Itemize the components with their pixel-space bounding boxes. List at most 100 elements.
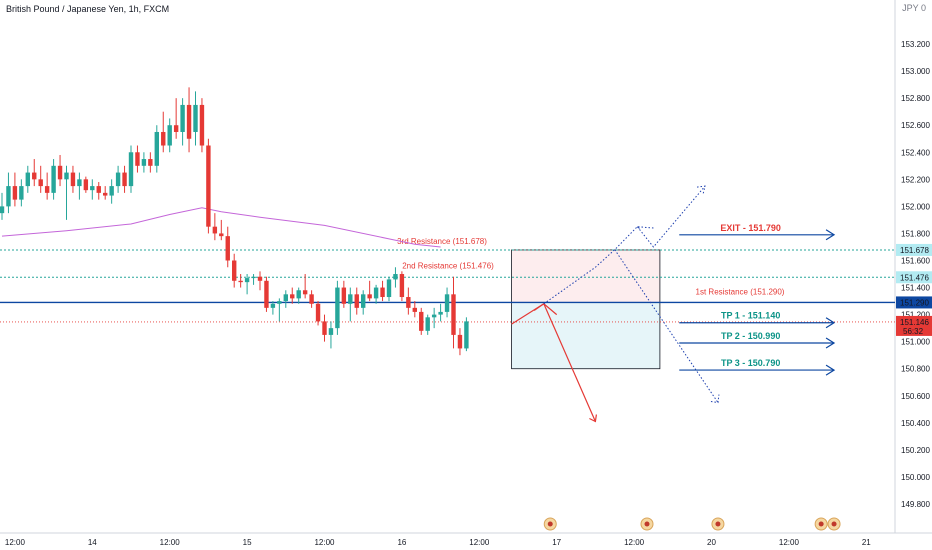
candle-body — [393, 274, 398, 280]
forecast-solid-down-arrowhead — [589, 414, 597, 423]
badge-resistance-3: 151.678 — [900, 246, 929, 255]
candle-body — [367, 294, 372, 299]
forecast-dotted-up-2 — [636, 185, 706, 248]
y-tick-label: 152.600 — [901, 121, 930, 130]
y-tick-label: 151.800 — [901, 229, 930, 238]
y-tick-label: 151.200 — [901, 311, 930, 320]
currency-label: JPY 0 — [902, 3, 926, 13]
candle-body — [206, 145, 211, 227]
candle-body — [386, 279, 392, 298]
y-tick-label: 152.000 — [901, 202, 930, 211]
y-tick-label: 149.800 — [901, 500, 930, 509]
candle-body — [277, 301, 282, 304]
badge-countdown: 56:32 — [903, 327, 924, 336]
candle-body — [315, 303, 321, 322]
candle-body — [438, 311, 443, 315]
x-tick-label: 12:00 — [779, 538, 800, 547]
take-profit-label: TP 1 - 151.140 — [721, 311, 780, 321]
badge-resistance-1-bg — [896, 296, 932, 309]
target-arrow-head — [825, 337, 836, 349]
candle-body — [19, 186, 24, 200]
zone-upper-fill — [511, 249, 660, 303]
candle-body — [354, 294, 359, 308]
candle-body — [264, 280, 269, 308]
take-profit-label: TP 3 - 150.790 — [721, 358, 780, 368]
candle-body — [57, 165, 63, 180]
y-tick-label: 150.200 — [901, 446, 930, 455]
candle-body — [128, 152, 134, 187]
candle-body — [219, 233, 224, 237]
badge-current-bg — [896, 315, 932, 336]
candle-body — [270, 303, 276, 308]
target-arrow-head — [825, 317, 836, 329]
event-marker-dot — [818, 521, 824, 527]
candle-body — [361, 294, 366, 308]
x-tick-label: 12:00 — [314, 538, 335, 547]
x-tick-label: 14 — [88, 538, 97, 547]
x-tick-label: 20 — [707, 538, 716, 547]
target-arrow-head — [825, 229, 836, 241]
candle-body — [148, 159, 153, 166]
y-tick-label: 153.000 — [901, 67, 930, 76]
candle-body — [154, 131, 159, 166]
candle-body — [464, 321, 469, 349]
candle-body — [328, 328, 334, 335]
moving-average-line — [1, 207, 441, 248]
candle-body — [122, 172, 127, 187]
candle-body — [309, 294, 314, 304]
y-tick-label: 151.000 — [901, 338, 930, 347]
candle-body — [244, 278, 250, 283]
candle-body — [64, 172, 69, 180]
badge-resistance-1: 151.290 — [900, 298, 929, 307]
exit-label: EXIT - 151.790 — [720, 223, 781, 233]
candle-body — [135, 152, 140, 166]
candle-body — [399, 274, 405, 298]
candle-body — [180, 104, 185, 132]
event-marker-dot — [831, 521, 837, 527]
y-tick-label: 151.400 — [901, 284, 930, 293]
candle-body — [12, 186, 18, 200]
candle-body — [109, 186, 114, 196]
candle-body — [51, 165, 56, 193]
y-tick-label: 152.800 — [901, 94, 930, 103]
candle-body — [341, 287, 347, 304]
candle-body — [96, 186, 101, 193]
candle-body — [232, 260, 237, 281]
y-tick-label: 153.200 — [901, 40, 930, 49]
x-tick-label: 12:00 — [5, 538, 26, 547]
y-tick-label: 150.400 — [901, 419, 930, 428]
y-tick-label: 152.200 — [901, 175, 930, 184]
resistance-1-label: 1st Resistance (151.290) — [696, 287, 785, 296]
y-tick-label: 152.400 — [901, 148, 930, 157]
candle-body — [212, 226, 218, 234]
candle-body — [283, 294, 288, 302]
resistance-3-label: 3rd Resistance (151.678) — [397, 237, 487, 246]
y-tick-label: 150.600 — [901, 392, 930, 401]
candle-body — [406, 297, 411, 308]
forecast-dotted-down — [614, 249, 719, 403]
candle-body — [199, 104, 205, 146]
forecast-dotted-arrowhead-2 — [696, 185, 706, 195]
candle-body — [348, 294, 353, 304]
forecast-dotted-arrowhead-1 — [635, 226, 654, 230]
candle-body — [186, 104, 192, 139]
candle-body — [373, 287, 379, 299]
candle-body — [302, 290, 308, 295]
candle-body — [70, 172, 76, 187]
y-tick-label: 150.800 — [901, 365, 930, 374]
candle-body — [44, 186, 50, 193]
forecast-solid-down — [543, 303, 596, 422]
candle-body — [103, 192, 108, 196]
forecast-dotted-up — [543, 226, 638, 305]
badge-resistance-2: 151.476 — [900, 273, 929, 282]
y-tick-label: 150.000 — [901, 473, 930, 482]
candle-body — [25, 172, 30, 187]
candle-body — [90, 186, 95, 191]
y-tick-label: 151.600 — [901, 257, 930, 266]
badge-resistance-3-bg — [896, 243, 932, 256]
candle-body — [77, 179, 82, 187]
event-marker-dot — [644, 521, 650, 527]
x-tick-label: 17 — [552, 538, 561, 547]
